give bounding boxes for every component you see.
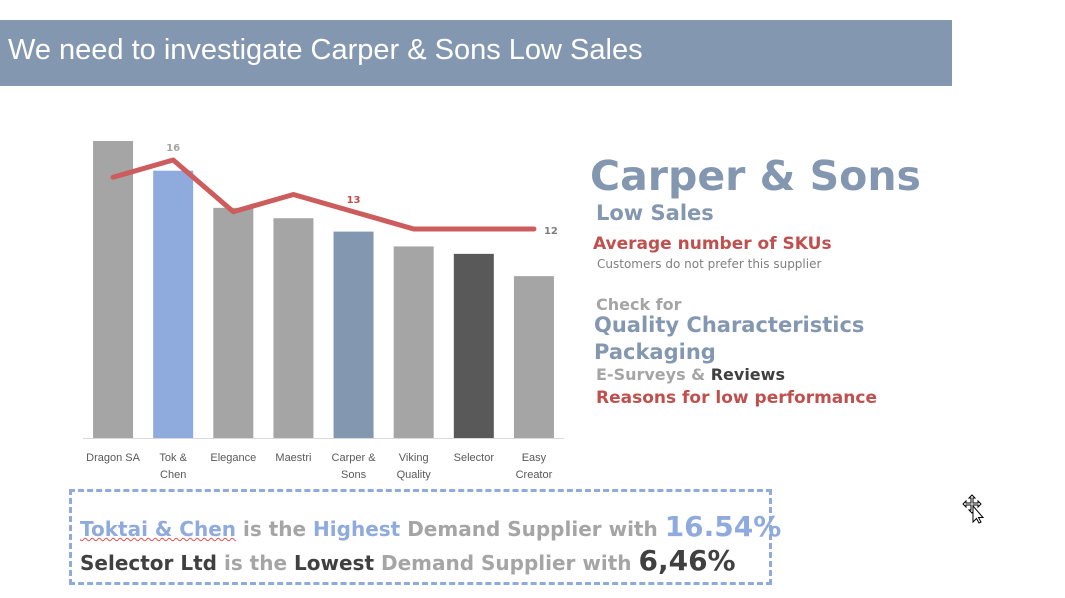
callout-highest-word: Highest [313, 517, 401, 541]
data-label: 12 [544, 226, 558, 237]
slide-title-bar: We need to investigate Carper & Sons Low… [0, 20, 952, 86]
callout-lowest-supplier: Selector Ltd [80, 551, 217, 575]
x-tick-label: Creator [516, 469, 553, 481]
slide-title: We need to investigate Carper & Sons Low… [8, 34, 643, 66]
x-tick-label: Carper & [332, 452, 377, 464]
bar [513, 276, 554, 438]
callout-text: is the [236, 517, 314, 541]
x-tick-label: Easy [522, 452, 547, 464]
bar [213, 207, 254, 438]
panel-reasons: Reasons for low performance [596, 388, 877, 408]
panel-finding-note: Customers do not prefer this supplier [597, 257, 822, 271]
callout-text: is the [217, 551, 295, 575]
callout-text: Demand Supplier with [400, 517, 665, 541]
data-label: 16 [166, 143, 180, 154]
panel-check-for: Check for [596, 295, 682, 314]
x-tick-label: Chen [160, 469, 186, 481]
x-tick-label: Viking [399, 452, 429, 464]
x-tick-label: Selector [454, 452, 495, 464]
callout-line-highest: Toktai & Chen is the Highest Demand Supp… [80, 510, 781, 543]
bar [93, 141, 134, 438]
bar [273, 218, 314, 438]
move-cursor-icon [962, 494, 984, 524]
x-tick-label: Quality [397, 469, 432, 481]
x-tick-label: Sons [341, 469, 367, 481]
panel-surveys-a: E-Surveys & [596, 365, 706, 384]
panel-heading: Carper & Sons [590, 152, 921, 200]
bar [453, 253, 494, 438]
x-tick-label: Elegance [210, 452, 256, 464]
bar [153, 170, 194, 438]
bar [393, 246, 434, 438]
panel-finding: Average number of SKUs [593, 234, 832, 254]
line-series [110, 157, 537, 232]
panel-quality: Quality Characteristics [594, 313, 865, 337]
x-tick-label: Dragon SA [86, 452, 140, 464]
panel-surveys: E-Surveys & Reviews [596, 365, 785, 384]
x-tick-label: Maestri [275, 452, 311, 464]
supplier-chart: Dragon SA Tok & Chen Elegance Maestri Carper … [83, 141, 564, 481]
panel-subheading: Low Sales [596, 201, 714, 225]
callout-lowest-value: 6,46% [638, 544, 736, 577]
bar [333, 231, 374, 438]
callout-text: Demand Supplier with [374, 551, 639, 575]
panel-surveys-b: Reviews [710, 365, 785, 384]
callout-lowest-word: Lowest [294, 551, 375, 575]
data-label: 13 [347, 195, 361, 206]
panel-packaging: Packaging [594, 340, 716, 364]
summary-callout: Toktai & Chen is the Highest Demand Supp… [69, 489, 781, 585]
callout-line-lowest: Selector Ltd is the Lowest Demand Suppli… [80, 544, 736, 577]
x-tick-label: Tok & [159, 452, 187, 464]
callout-highest-value: 16.54% [664, 510, 782, 543]
callout-highest-supplier: Toktai & Chen [80, 517, 237, 541]
